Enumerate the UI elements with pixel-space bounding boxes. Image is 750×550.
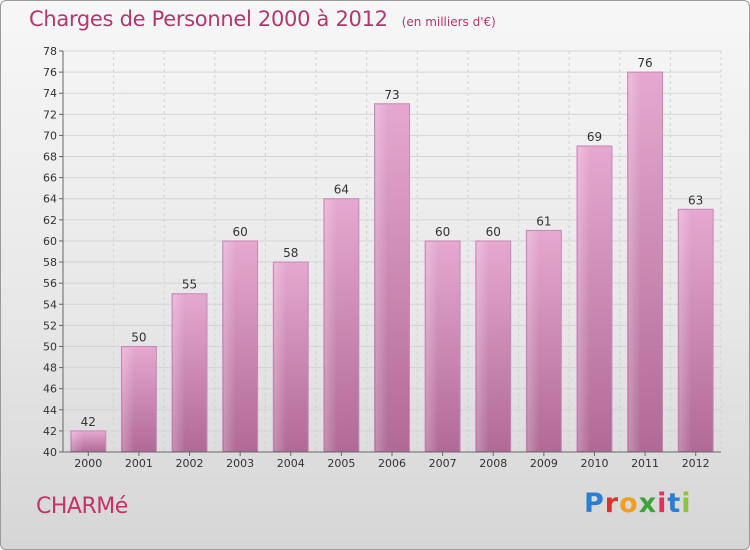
data-label: 60 [435, 225, 450, 239]
y-tick-label: 64 [43, 193, 57, 206]
x-tick-label: 2008 [479, 457, 507, 470]
bar-highlight [71, 431, 85, 451]
bar-highlight [527, 231, 540, 451]
x-tick-label: 2007 [429, 457, 457, 470]
bar-highlight [173, 294, 186, 451]
y-tick-label: 44 [43, 404, 57, 417]
proxiti-logo: Proxiti [584, 488, 692, 519]
x-tick-label: 2000 [74, 457, 102, 470]
bar-highlight [122, 347, 135, 451]
data-label: 64 [334, 183, 349, 197]
x-tick-label: 2005 [327, 457, 355, 470]
y-tick-label: 62 [43, 214, 57, 227]
x-tick-label: 2010 [580, 457, 608, 470]
brand-letter: P [584, 488, 605, 519]
x-tick-label: 2011 [631, 457, 659, 470]
bar-highlight [274, 263, 287, 451]
y-tick-label: 72 [43, 108, 57, 121]
commune-name: CHARMé [36, 494, 128, 519]
y-tick-label: 68 [43, 151, 57, 164]
data-label: 73 [384, 88, 399, 102]
x-tick-label: 2003 [226, 457, 254, 470]
bar-highlight [577, 146, 591, 451]
y-tick-label: 66 [43, 172, 57, 185]
bar-highlight [679, 210, 692, 451]
bar-highlight [476, 241, 489, 451]
y-tick-label: 58 [43, 256, 57, 269]
data-label: 69 [587, 130, 602, 144]
bar-highlight [324, 199, 338, 451]
x-tick-label: 2009 [530, 457, 558, 470]
y-tick-label: 60 [43, 235, 57, 248]
brand-letter: x [638, 488, 658, 519]
y-tick-label: 70 [43, 129, 57, 142]
bar-highlight [426, 241, 439, 451]
brand-letter: i [657, 488, 668, 519]
y-tick-label: 76 [43, 66, 57, 79]
data-label: 60 [233, 225, 248, 239]
y-tick-label: 50 [43, 340, 57, 353]
data-label: 60 [486, 225, 501, 239]
y-tick-label: 42 [43, 425, 57, 438]
brand-letter: r [604, 488, 620, 519]
data-label: 63 [688, 193, 703, 207]
chart-title: Charges de Personnel 2000 à 2012 [29, 7, 388, 31]
y-tick-label: 40 [43, 446, 57, 459]
y-tick-label: 74 [43, 87, 57, 100]
x-tick-label: 2002 [176, 457, 204, 470]
chart-title-block: Charges de Personnel 2000 à 2012 (en mill… [29, 7, 496, 31]
y-tick-label: 56 [43, 277, 57, 290]
y-tick-label: 52 [43, 319, 57, 332]
data-label: 42 [81, 415, 96, 429]
brand-letter: i [681, 488, 692, 519]
y-tick-label: 54 [43, 298, 57, 311]
chart-subtitle: (en milliers d'€) [401, 15, 496, 29]
brand-letter: o [619, 488, 639, 519]
bar-highlight [628, 73, 641, 452]
data-label: 55 [182, 278, 197, 292]
bar-highlight [223, 241, 236, 451]
brand-letter: t [667, 488, 682, 519]
x-tick-label: 2012 [682, 457, 710, 470]
data-label: 76 [637, 56, 652, 70]
x-tick-label: 2006 [378, 457, 406, 470]
data-label: 58 [283, 246, 298, 260]
y-tick-label: 78 [43, 45, 57, 58]
y-tick-label: 48 [43, 362, 57, 375]
x-tick-label: 2004 [277, 457, 305, 470]
y-tick-label: 46 [43, 383, 57, 396]
data-label: 50 [131, 330, 146, 344]
x-tick-label: 2001 [125, 457, 153, 470]
data-label: 61 [536, 214, 551, 228]
bar-highlight [375, 104, 388, 452]
